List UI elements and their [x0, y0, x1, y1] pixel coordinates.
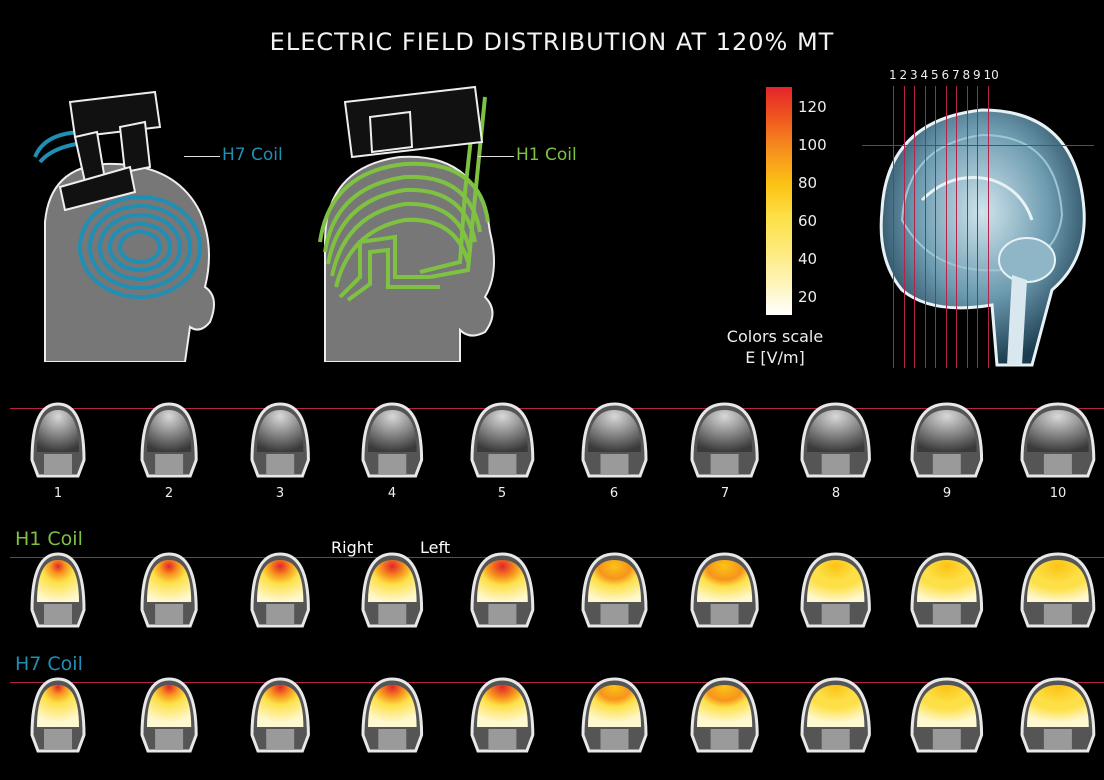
h7-field-slice [910, 677, 984, 753]
h1-coil-leader-line [478, 156, 514, 157]
color-scale-bar [766, 87, 792, 315]
h7-field-slice [140, 677, 198, 753]
sagittal-slice-number: 9 [973, 68, 981, 82]
coronal-mri-slice [910, 402, 984, 478]
h1-field-slice [580, 552, 648, 628]
row-guide-line-h7 [10, 682, 1104, 683]
sagittal-slice-line [956, 86, 957, 368]
h1-field-slice [800, 552, 872, 628]
color-scale-tick: 40 [798, 250, 818, 268]
h7-field-slice [690, 677, 760, 753]
sagittal-slice-number: 10 [983, 68, 999, 82]
coronal-mri-slice [690, 402, 760, 478]
coronal-slice-number: 1 [53, 486, 63, 501]
h7-row-label: H7 Coil [15, 653, 83, 675]
sagittal-horizontal-line [862, 145, 1094, 146]
color-scale-tick: 20 [798, 288, 818, 306]
sagittal-slice-line [903, 86, 905, 368]
coronal-mri-slice [470, 402, 534, 478]
h7-field-slice [800, 677, 872, 753]
h7-field-slice [30, 677, 86, 753]
sagittal-slice-line [914, 86, 915, 368]
coronal-slice-number: 5 [497, 486, 507, 501]
coronal-mri-slice [140, 402, 198, 478]
sagittal-slice-number: 1 [889, 68, 897, 82]
coronal-slice-number: 10 [1049, 486, 1067, 501]
h1-field-slice [30, 552, 86, 628]
coronal-mri-slice [250, 402, 310, 478]
h1-field-slice [690, 552, 760, 628]
color-scale-tick: 60 [798, 212, 818, 230]
coronal-mri-slice [580, 402, 648, 478]
sagittal-slice-number: 4 [920, 68, 929, 82]
row-guide-line-h1 [10, 557, 1104, 558]
coronal-slice-number: 3 [275, 486, 285, 501]
h7-field-slice [580, 677, 648, 753]
h7-field-slice [250, 677, 310, 753]
color-scale-tick: 100 [798, 136, 827, 154]
coronal-mri-slice [30, 402, 86, 478]
h7-field-slice [1020, 677, 1096, 753]
sagittal-slice-line [935, 86, 936, 368]
sagittal-slice-line [893, 86, 894, 368]
sagittal-slice-line [945, 86, 947, 368]
coronal-slice-number: 4 [387, 486, 397, 501]
coronal-mri-slice [361, 402, 423, 478]
coronal-slice-number: 9 [942, 486, 952, 501]
color-scale-caption-unit: E [V/m] [745, 348, 805, 367]
left-hemisphere-label: Left [420, 538, 451, 557]
h1-coil-label: H1 Coil [516, 145, 577, 165]
coronal-mri-slice [800, 402, 872, 478]
sagittal-slice-number: 5 [931, 68, 939, 82]
coronal-mri-slice [1020, 402, 1096, 478]
sagittal-slice-number: 6 [941, 68, 950, 82]
right-hemisphere-label: Right [331, 538, 374, 557]
sagittal-slice-number: 7 [952, 68, 960, 82]
h1-field-slice [910, 552, 984, 628]
coronal-slice-number: 2 [164, 486, 174, 501]
h1-field-slice [470, 552, 534, 628]
sagittal-slice-number: 3 [910, 68, 918, 82]
color-scale-tick: 80 [798, 174, 818, 192]
coronal-slice-number: 8 [831, 486, 841, 501]
coronal-slice-number: 7 [720, 486, 730, 501]
sagittal-slice-line [924, 86, 926, 368]
color-scale-tick: 120 [798, 98, 827, 116]
h1-field-slice [1020, 552, 1096, 628]
color-scale-caption-title: Colors scale [726, 327, 824, 346]
sagittal-slice-line [977, 86, 978, 368]
color-scale-caption: Colors scale E [V/m] [700, 326, 850, 368]
row-guide-line-mri [10, 408, 1104, 409]
h1-row-label: H1 Coil [15, 528, 83, 550]
figure-title: ELECTRIC FIELD DISTRIBUTION AT 120% MT [269, 28, 835, 56]
h1-field-slice [250, 552, 310, 628]
h1-field-slice [361, 552, 423, 628]
h7-coil-label: H7 Coil [222, 145, 283, 165]
sagittal-slice-line [966, 86, 968, 368]
coronal-slice-number: 6 [609, 486, 619, 501]
sagittal-mri-image [879, 108, 1086, 367]
h7-field-slice [470, 677, 534, 753]
h7-coil-illustration [33, 90, 215, 362]
h7-field-slice [361, 677, 423, 753]
sagittal-slice-number: 2 [899, 68, 908, 82]
h1-field-slice [140, 552, 198, 628]
sagittal-slice-line [987, 86, 989, 368]
h7-coil-leader-line [184, 156, 220, 157]
h1-coil-illustration [318, 85, 495, 362]
sagittal-slice-number: 8 [962, 68, 971, 82]
